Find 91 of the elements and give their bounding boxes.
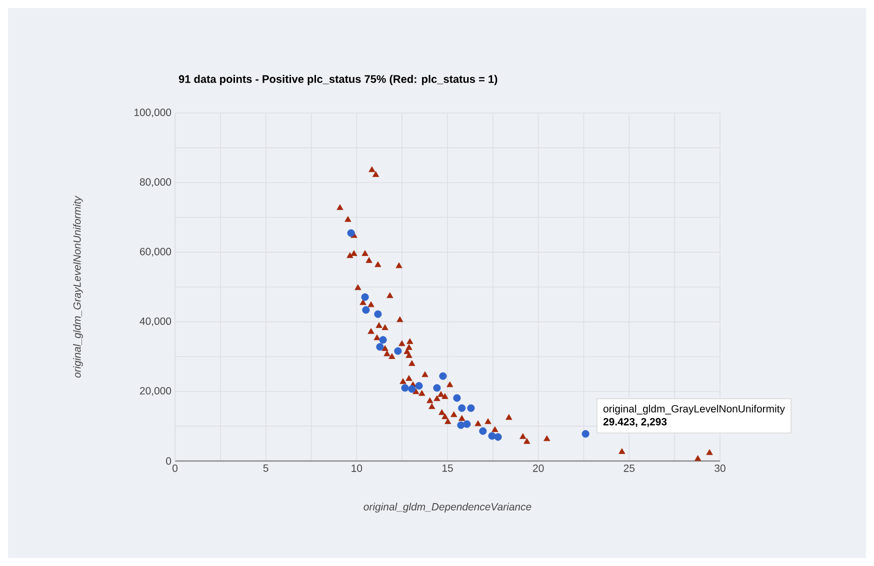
point [374, 334, 380, 340]
point [408, 360, 416, 366]
point [368, 301, 374, 308]
point [362, 250, 368, 256]
x-axis-title: original_gldm_DependenceVariance [364, 502, 532, 513]
point [484, 418, 492, 424]
point [376, 343, 384, 351]
point [506, 414, 512, 420]
point [439, 372, 447, 380]
x-tick-label: 20 [533, 464, 544, 472]
point [415, 382, 423, 390]
point [368, 328, 374, 334]
point [347, 229, 355, 237]
point [444, 418, 452, 424]
annotation: original_gldm_GrayLevelNonUniformity [603, 404, 785, 415]
point [467, 404, 475, 412]
y-tick-label: 40,000 [140, 317, 172, 326]
y-tick-label: 100,000 [134, 108, 172, 118]
point [400, 378, 406, 384]
x-tick-label: 15 [442, 464, 453, 472]
point [374, 261, 382, 268]
point [401, 384, 409, 392]
point [406, 338, 414, 344]
point [379, 336, 387, 344]
point [376, 322, 382, 328]
point [582, 430, 590, 438]
point [618, 448, 626, 454]
point [362, 306, 370, 314]
y-tick-label: 80,000 [140, 178, 172, 187]
point [479, 427, 487, 435]
annotation: 29.423, 2,293 [603, 418, 667, 427]
point [422, 371, 428, 378]
point [428, 403, 436, 410]
point [438, 409, 446, 415]
point [544, 435, 550, 442]
y-axis-title: original_gldm_GrayLevelNonUniformity [73, 196, 83, 378]
point [384, 350, 390, 356]
point [442, 413, 448, 420]
y-tick-label: 0 [166, 457, 172, 465]
point [453, 394, 461, 402]
point [450, 411, 458, 418]
point [360, 299, 366, 305]
point [388, 353, 396, 359]
point [408, 385, 416, 393]
point [406, 352, 412, 358]
point [396, 316, 404, 322]
point [488, 432, 496, 440]
point [374, 310, 382, 318]
point [463, 420, 471, 428]
point [361, 293, 369, 301]
point [350, 250, 358, 256]
point [368, 166, 376, 172]
point [458, 415, 466, 421]
point [354, 284, 362, 290]
point [434, 395, 440, 402]
point [398, 340, 406, 346]
point [386, 292, 394, 298]
point [706, 449, 713, 456]
point [366, 257, 372, 263]
x-tick-label: 25 [624, 464, 635, 472]
point [344, 216, 352, 222]
point [438, 391, 444, 397]
x-tick-label: 30 [714, 464, 726, 472]
point [457, 421, 465, 429]
y-tick-label: 20,000 [140, 387, 172, 396]
point [346, 252, 354, 258]
point [406, 375, 412, 381]
x-tick-label: 5 [263, 464, 268, 472]
chart-title: 91 data points - Positive plc_status 75% (Red: plc_status = 1) [178, 74, 498, 86]
point [524, 438, 530, 444]
point [382, 324, 388, 330]
point [418, 390, 426, 396]
point [433, 384, 441, 392]
point [336, 204, 344, 210]
point [396, 262, 402, 268]
y-tick-label: 60,000 [140, 248, 172, 257]
point [406, 344, 412, 350]
point [694, 455, 702, 461]
x-tick-label: 10 [352, 464, 362, 472]
point [446, 381, 454, 388]
point [458, 404, 466, 412]
x-tick-label: 0 [172, 464, 178, 472]
point [394, 347, 402, 355]
point [442, 393, 448, 399]
point [494, 433, 502, 441]
point [426, 397, 434, 404]
point [520, 433, 526, 439]
point [382, 345, 388, 351]
point [474, 420, 482, 426]
point [492, 426, 498, 432]
point [372, 171, 380, 177]
